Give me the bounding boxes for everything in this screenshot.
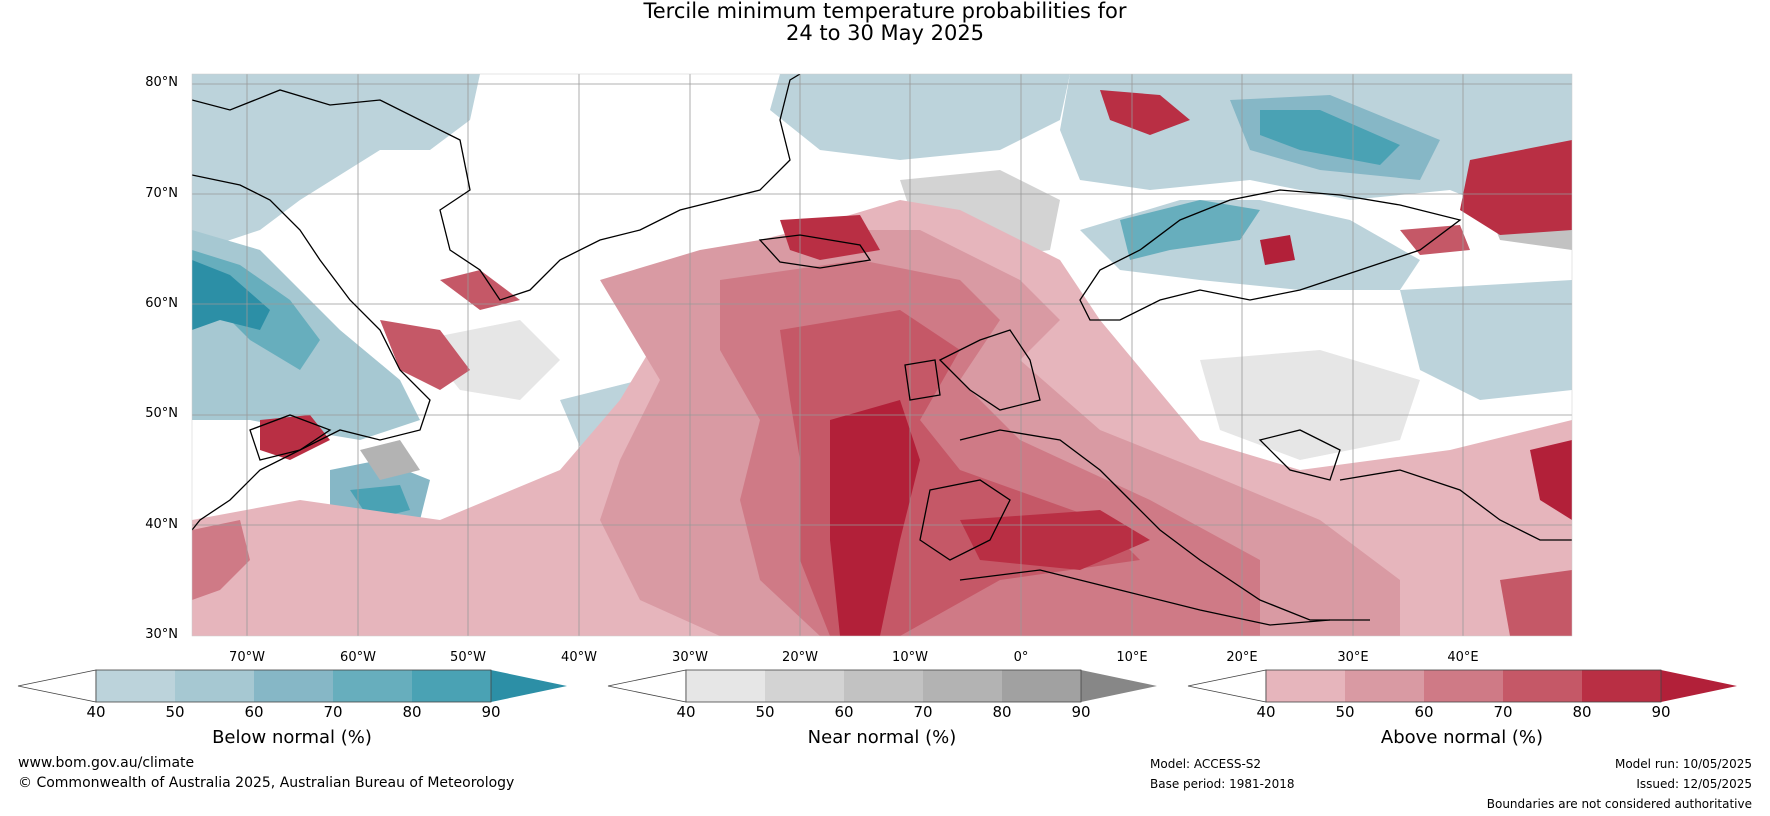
lon-label: 40°E bbox=[1447, 650, 1479, 665]
lon-label: 20°W bbox=[782, 650, 818, 665]
colorbar-near-swatch bbox=[686, 670, 765, 702]
model-text: Model: ACCESS-S2 bbox=[1150, 757, 1262, 771]
lon-label: 70°W bbox=[229, 650, 265, 665]
colorbar-tick: 70 bbox=[323, 703, 343, 721]
colorbar-tick: 70 bbox=[1493, 703, 1513, 721]
lon-label: 10°W bbox=[892, 650, 928, 665]
lat-label: 80°N bbox=[145, 75, 178, 90]
lon-label: 60°W bbox=[340, 650, 376, 665]
colorbar-below-normal bbox=[17, 669, 567, 703]
colorbar-near-swatch bbox=[765, 670, 844, 702]
colorbar-above-swatch bbox=[1503, 670, 1582, 702]
colorbar-label-below: Below normal (%) bbox=[212, 727, 372, 748]
colorbar-near-arrow-right bbox=[1081, 670, 1157, 702]
website-link[interactable]: www.bom.gov.au/climate bbox=[18, 755, 195, 771]
lat-label: 50°N bbox=[145, 406, 178, 421]
colorbar-above-swatch bbox=[1266, 670, 1345, 702]
colorbar-near-normal bbox=[607, 669, 1157, 703]
colorbar-below-swatch bbox=[333, 670, 412, 702]
colorbar-below-arrow-left bbox=[17, 669, 97, 703]
colorbar-near-swatch bbox=[844, 670, 923, 702]
lat-label: 70°N bbox=[145, 186, 178, 201]
colorbar-tick: 80 bbox=[992, 703, 1012, 721]
lon-label: 50°W bbox=[450, 650, 486, 665]
colorbar-tick: 50 bbox=[165, 703, 185, 721]
colorbar-near-swatch bbox=[923, 670, 1002, 702]
colorbar-above-swatch bbox=[1582, 670, 1661, 702]
map-title-line2: 24 to 30 May 2025 bbox=[785, 21, 985, 45]
lat-label: 60°N bbox=[145, 296, 178, 311]
map-title-line1: Tercile minimum temperature probabilitie… bbox=[643, 0, 1127, 23]
colorbar-tick: 80 bbox=[1572, 703, 1592, 721]
colorbar-below-swatch bbox=[96, 670, 175, 702]
graticule bbox=[192, 74, 1572, 636]
lon-label: 40°W bbox=[561, 650, 597, 665]
colorbar-above-swatch bbox=[1345, 670, 1424, 702]
lon-label: 20°E bbox=[1226, 650, 1258, 665]
colorbar-above-swatch bbox=[1424, 670, 1503, 702]
lat-label: 30°N bbox=[145, 627, 178, 642]
issued-text: Issued: 12/05/2025 bbox=[1636, 777, 1752, 791]
lon-label: 30°W bbox=[672, 650, 708, 665]
lon-label: 0° bbox=[1013, 650, 1029, 665]
lat-label: 40°N bbox=[145, 517, 178, 532]
colorbar-above-normal bbox=[1187, 669, 1737, 703]
disclaimer-text: Boundaries are not considered authoritat… bbox=[1486, 797, 1752, 811]
coastlines bbox=[192, 74, 1572, 626]
colorbar-tick: 90 bbox=[1651, 703, 1671, 721]
colorbar-near-arrow-left bbox=[607, 669, 687, 703]
colorbar-label-near: Near normal (%) bbox=[807, 727, 957, 748]
colorbar-below-swatch bbox=[175, 670, 254, 702]
colorbar-tick: 50 bbox=[1335, 703, 1355, 721]
colorbar-tick: 40 bbox=[86, 703, 106, 721]
colorbar-tick: 70 bbox=[913, 703, 933, 721]
colorbar-near-swatch bbox=[1002, 670, 1081, 702]
lon-label: 10°E bbox=[1116, 650, 1148, 665]
colorbar-tick: 90 bbox=[1071, 703, 1091, 721]
colorbar-above-arrow-left bbox=[1187, 669, 1267, 703]
colorbar-tick: 40 bbox=[1256, 703, 1276, 721]
colorbar-tick: 40 bbox=[676, 703, 696, 721]
colorbar-tick: 80 bbox=[402, 703, 422, 721]
model-run-text: Model run: 10/05/2025 bbox=[1614, 757, 1752, 771]
colorbar-tick: 90 bbox=[481, 703, 501, 721]
lon-label: 30°E bbox=[1337, 650, 1369, 665]
colorbar-tick: 50 bbox=[755, 703, 775, 721]
colorbar-tick: 60 bbox=[834, 703, 854, 721]
colorbar-below-swatch bbox=[412, 670, 491, 702]
colorbar-tick: 60 bbox=[244, 703, 264, 721]
colorbar-below-arrow-right bbox=[491, 670, 567, 702]
colorbar-above-arrow-right bbox=[1661, 670, 1737, 702]
colorbar-below-swatch bbox=[254, 670, 333, 702]
colorbar-tick: 60 bbox=[1414, 703, 1434, 721]
colorbar-label-above: Above normal (%) bbox=[1380, 727, 1544, 748]
base-period-text: Base period: 1981-2018 bbox=[1150, 777, 1295, 791]
copyright-text: © Commonwealth of Australia 2025, Austra… bbox=[18, 775, 515, 791]
